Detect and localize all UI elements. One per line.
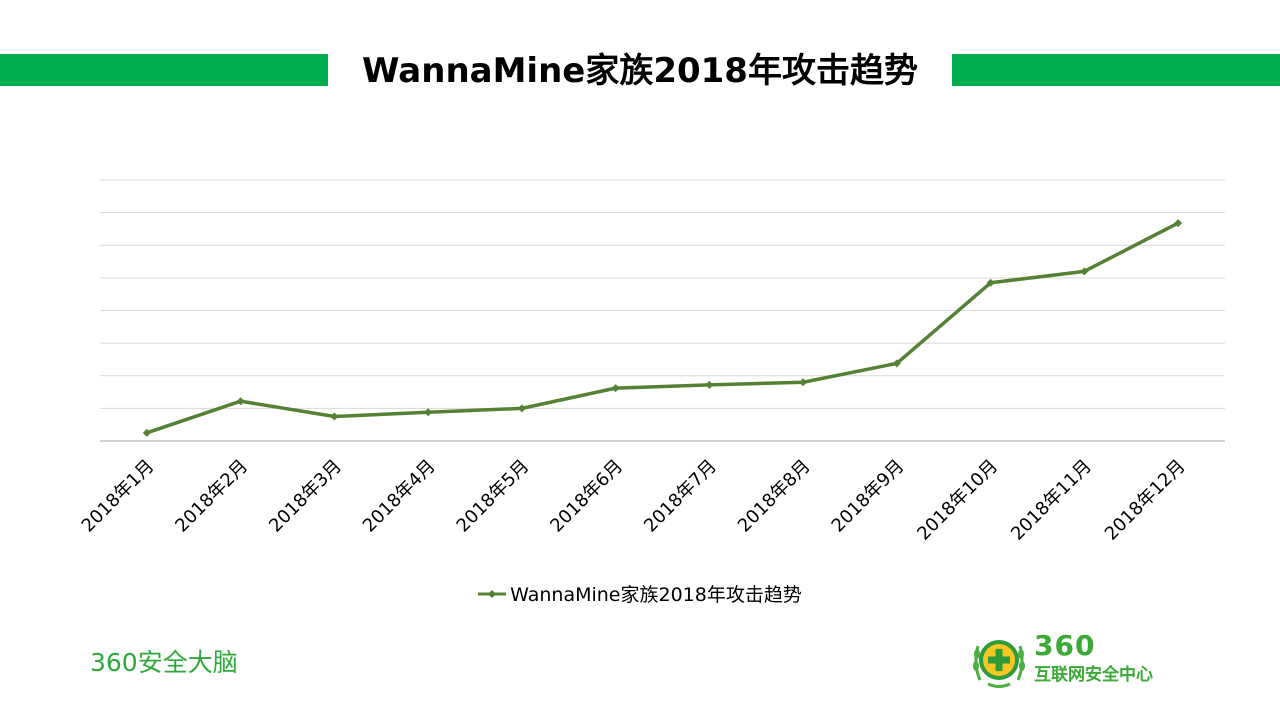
data-point: [236, 397, 245, 406]
x-tick-label: 2018年5月: [453, 456, 534, 537]
data-point: [799, 378, 808, 387]
legend-line-swatch: [478, 589, 507, 598]
chart-series: [142, 219, 1183, 437]
logo-360: 360 互联网安全中心: [970, 629, 1210, 692]
data-point: [330, 412, 339, 421]
chart-legend: WannaMine家族2018年攻击趋势: [0, 580, 1280, 607]
data-point: [1174, 219, 1183, 228]
x-tick-label: 2018年1月: [78, 456, 159, 537]
x-tick-label: 2018年2月: [171, 456, 252, 537]
x-tick-label: 2018年12月: [1101, 456, 1190, 545]
data-point: [705, 380, 714, 389]
data-point: [986, 278, 995, 287]
footer-brand: 360安全大脑: [90, 648, 238, 677]
x-tick-label: 2018年9月: [828, 456, 909, 537]
chart-gridlines: [100, 179, 1225, 409]
data-point: [424, 408, 433, 417]
logo-emblem-icon: [973, 640, 1025, 688]
data-point: [142, 428, 151, 437]
x-tick-labels: 2018年1月 2018年2月 2018年3月 2018年4月 2018年5月 2018年…: [78, 456, 1190, 545]
x-tick-label: 2018年7月: [640, 456, 721, 537]
x-tick-label: 2018年8月: [734, 456, 815, 537]
x-tick-label: 2018年3月: [265, 456, 346, 537]
x-tick-label: 2018年10月: [913, 456, 1002, 545]
data-point: [611, 384, 620, 393]
logo-text: 互联网安全中心: [1034, 665, 1153, 685]
data-point: [1080, 267, 1089, 276]
logo-number: 360: [1034, 629, 1096, 662]
x-tick-label: 2018年6月: [546, 456, 627, 537]
slide-title: WannaMine家族2018年攻击趋势: [362, 51, 918, 91]
legend-series-label: WannaMine家族2018年攻击趋势: [510, 584, 802, 606]
x-tick-label: 2018年4月: [359, 456, 440, 537]
header-bar-left: [0, 54, 328, 86]
series-line: [146, 221, 1179, 435]
data-point: [892, 359, 901, 368]
x-tick-label: 2018年11月: [1007, 456, 1096, 545]
data-point: [517, 404, 526, 413]
header-bar-right: [952, 54, 1280, 86]
